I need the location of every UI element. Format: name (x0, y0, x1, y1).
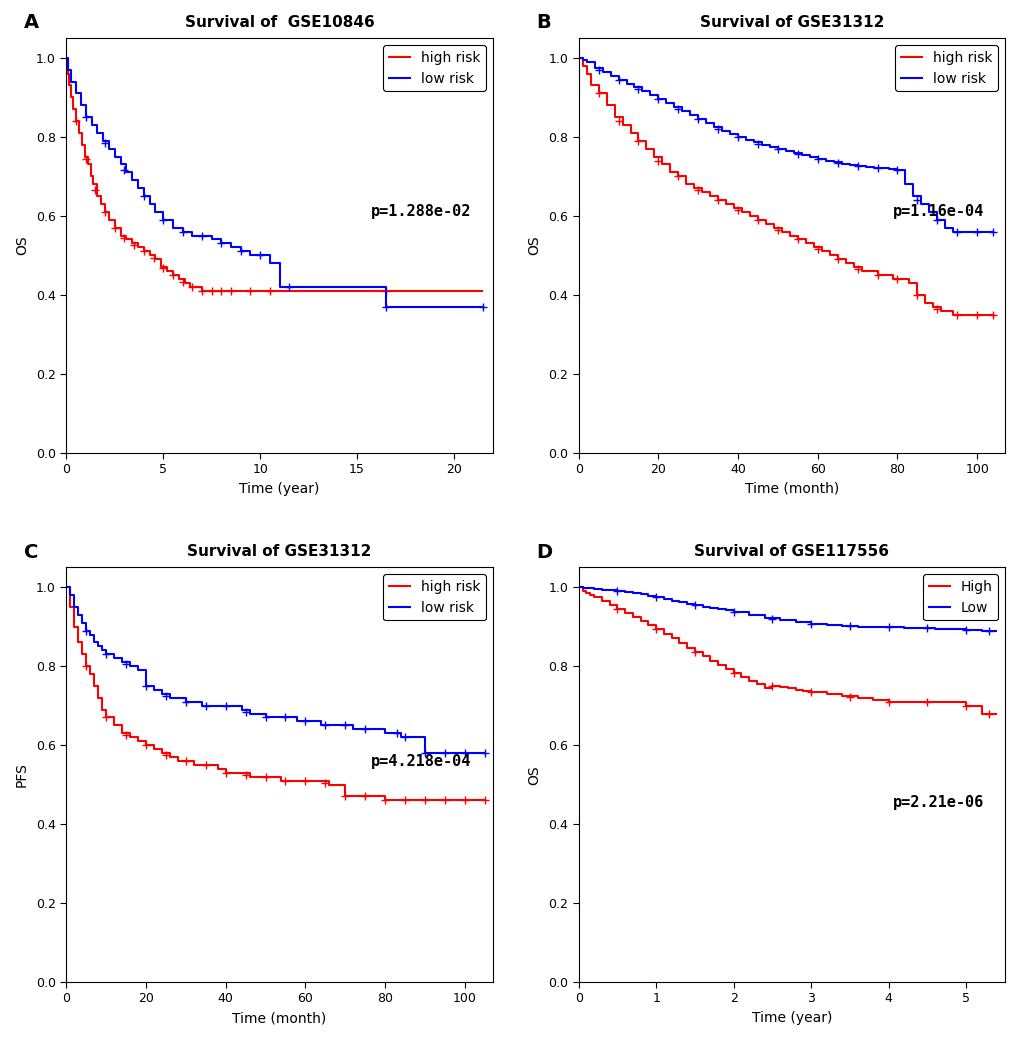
Legend: high risk, low risk: high risk, low risk (383, 45, 485, 92)
X-axis label: Time (year): Time (year) (239, 482, 319, 496)
Title: Survival of  GSE10846: Survival of GSE10846 (184, 15, 374, 30)
Title: Survival of GSE31312: Survival of GSE31312 (699, 15, 883, 30)
Legend: high risk, low risk: high risk, low risk (383, 574, 485, 621)
X-axis label: Time (year): Time (year) (751, 1011, 832, 1025)
Text: C: C (23, 543, 38, 562)
Text: p=1.288e-02: p=1.288e-02 (371, 204, 471, 219)
Y-axis label: PFS: PFS (15, 762, 29, 787)
Text: D: D (536, 543, 551, 562)
Y-axis label: OS: OS (527, 764, 541, 784)
Text: p=2.21e-06: p=2.21e-06 (892, 796, 982, 810)
Text: B: B (536, 14, 550, 32)
Y-axis label: OS: OS (527, 236, 541, 255)
Text: p=1.16e-04: p=1.16e-04 (892, 204, 982, 219)
X-axis label: Time (month): Time (month) (744, 482, 839, 496)
Text: p=4.218e-04: p=4.218e-04 (371, 754, 471, 769)
Title: Survival of GSE117556: Survival of GSE117556 (694, 544, 889, 560)
Legend: High, Low: High, Low (922, 574, 997, 621)
X-axis label: Time (month): Time (month) (232, 1011, 326, 1025)
Text: A: A (23, 14, 39, 32)
Y-axis label: OS: OS (15, 236, 29, 255)
Title: Survival of GSE31312: Survival of GSE31312 (187, 544, 371, 560)
Legend: high risk, low risk: high risk, low risk (895, 45, 997, 92)
